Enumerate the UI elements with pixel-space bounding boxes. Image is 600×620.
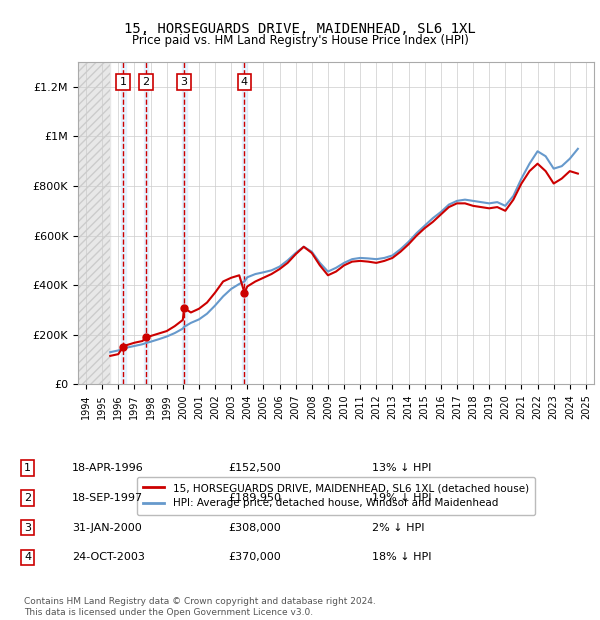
Text: 4: 4 xyxy=(241,77,248,87)
Text: 31-JAN-2000: 31-JAN-2000 xyxy=(72,523,142,533)
Bar xyxy=(78,62,110,384)
Text: £152,500: £152,500 xyxy=(228,463,281,473)
Text: 18% ↓ HPI: 18% ↓ HPI xyxy=(372,552,431,562)
Text: 24-OCT-2003: 24-OCT-2003 xyxy=(72,552,145,562)
Text: £308,000: £308,000 xyxy=(228,523,281,533)
Text: 18-APR-1996: 18-APR-1996 xyxy=(72,463,144,473)
Text: 13% ↓ HPI: 13% ↓ HPI xyxy=(372,463,431,473)
Text: 18-SEP-1997: 18-SEP-1997 xyxy=(72,493,143,503)
Bar xyxy=(143,62,148,384)
Text: 1: 1 xyxy=(119,77,127,87)
Text: 4: 4 xyxy=(24,552,31,562)
Text: 1: 1 xyxy=(24,463,31,473)
Text: Contains HM Land Registry data © Crown copyright and database right 2024.
This d: Contains HM Land Registry data © Crown c… xyxy=(24,598,376,617)
Text: 19% ↓ HPI: 19% ↓ HPI xyxy=(372,493,431,503)
Bar xyxy=(242,62,247,384)
Legend: 15, HORSEGUARDS DRIVE, MAIDENHEAD, SL6 1XL (detached house), HPI: Average price,: 15, HORSEGUARDS DRIVE, MAIDENHEAD, SL6 1… xyxy=(137,477,535,515)
Text: 2% ↓ HPI: 2% ↓ HPI xyxy=(372,523,425,533)
Bar xyxy=(121,62,125,384)
Bar xyxy=(78,62,110,384)
Text: 3: 3 xyxy=(181,77,188,87)
Text: 3: 3 xyxy=(24,523,31,533)
Text: £370,000: £370,000 xyxy=(228,552,281,562)
Text: £189,950: £189,950 xyxy=(228,493,281,503)
Text: 15, HORSEGUARDS DRIVE, MAIDENHEAD, SL6 1XL: 15, HORSEGUARDS DRIVE, MAIDENHEAD, SL6 1… xyxy=(124,22,476,36)
Bar xyxy=(182,62,187,384)
Text: 2: 2 xyxy=(24,493,31,503)
Text: Price paid vs. HM Land Registry's House Price Index (HPI): Price paid vs. HM Land Registry's House … xyxy=(131,34,469,47)
Text: 2: 2 xyxy=(142,77,149,87)
